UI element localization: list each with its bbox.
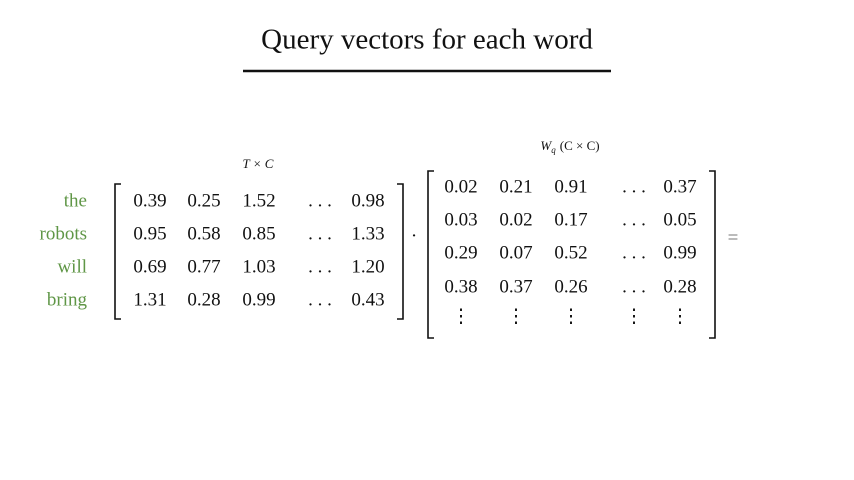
label-subscript: q bbox=[551, 145, 556, 155]
matrix-b-brackets bbox=[427, 170, 716, 339]
matrix-cell: 0.28 bbox=[663, 276, 696, 297]
word: the bbox=[64, 190, 87, 211]
matrix-cell: 1.52 bbox=[242, 190, 275, 211]
matrix-cell: . . . bbox=[308, 289, 332, 310]
matrix-cell: . . . bbox=[622, 242, 646, 263]
equals: = bbox=[728, 227, 739, 248]
matrix-cell: 0.02 bbox=[444, 176, 477, 197]
matrix-cell: 1.31 bbox=[133, 289, 166, 310]
matrix-cell: 0.26 bbox=[554, 276, 587, 297]
matrix-cell: 0.58 bbox=[187, 223, 220, 244]
matrix-cell: 0.17 bbox=[554, 209, 587, 230]
matrix-a-brackets bbox=[114, 183, 404, 320]
matrix-cell: . . . bbox=[308, 223, 332, 244]
matrix-cell: 0.21 bbox=[499, 176, 532, 197]
matrix-cell: 0.69 bbox=[133, 256, 166, 277]
matrix-cell: . . . bbox=[622, 176, 646, 197]
matrix-cell: . . . bbox=[622, 276, 646, 297]
word: will bbox=[57, 256, 87, 277]
matrix-cell: . . . bbox=[308, 256, 332, 277]
matrix-cell: 0.37 bbox=[499, 276, 532, 297]
matrix-cell: 0.98 bbox=[351, 190, 384, 211]
matrix-cell: 0.28 bbox=[187, 289, 220, 310]
word: bring bbox=[47, 289, 88, 310]
matrix-cell: 0.37 bbox=[663, 176, 696, 197]
matrix-cell: 0.43 bbox=[351, 289, 384, 310]
matrix-cell: 0.25 bbox=[187, 190, 220, 211]
matrix-cell: 0.77 bbox=[187, 256, 220, 277]
matrix-cell: ⋮ bbox=[671, 306, 690, 327]
matrix-cell: . . . bbox=[308, 190, 332, 211]
matrix-cell: 0.07 bbox=[499, 242, 532, 263]
matrix-cell: 0.02 bbox=[499, 209, 532, 230]
matrix-b-label: Wq (C × C) bbox=[540, 138, 599, 155]
title: Query vectors for each word bbox=[261, 24, 593, 56]
matrix-cell: 0.29 bbox=[444, 242, 477, 263]
matrix-cell: . . . bbox=[622, 209, 646, 230]
matrix-cell: 0.85 bbox=[242, 223, 275, 244]
label-symbol: W bbox=[540, 138, 552, 153]
matrix-cell: ⋮ bbox=[507, 306, 526, 327]
label-dims: (C × C) bbox=[560, 138, 600, 153]
matrix-cell: 1.03 bbox=[242, 256, 275, 277]
matrix-cell: 0.95 bbox=[133, 223, 166, 244]
matrix-cell: 0.52 bbox=[554, 242, 587, 263]
operator: · bbox=[411, 225, 417, 246]
matrix-cell: 0.03 bbox=[444, 209, 477, 230]
matrix-cell: ⋮ bbox=[452, 306, 471, 327]
matrix-cell: 0.91 bbox=[554, 176, 587, 197]
matrix-cell: 1.33 bbox=[351, 223, 384, 244]
word: robots bbox=[40, 223, 88, 244]
matrix-a-label: T × C bbox=[243, 156, 274, 171]
matrix-cell: 0.05 bbox=[663, 209, 696, 230]
matrix-cell: 1.20 bbox=[351, 256, 384, 277]
matrix-cell: 0.99 bbox=[663, 242, 696, 263]
matrix-cell: ⋮ bbox=[562, 306, 581, 327]
matrix-cell: 0.39 bbox=[133, 190, 166, 211]
matrix-cell: ⋮ bbox=[625, 306, 644, 327]
matrix-cell: 0.38 bbox=[444, 276, 477, 297]
matrix-cell: 0.99 bbox=[242, 289, 275, 310]
